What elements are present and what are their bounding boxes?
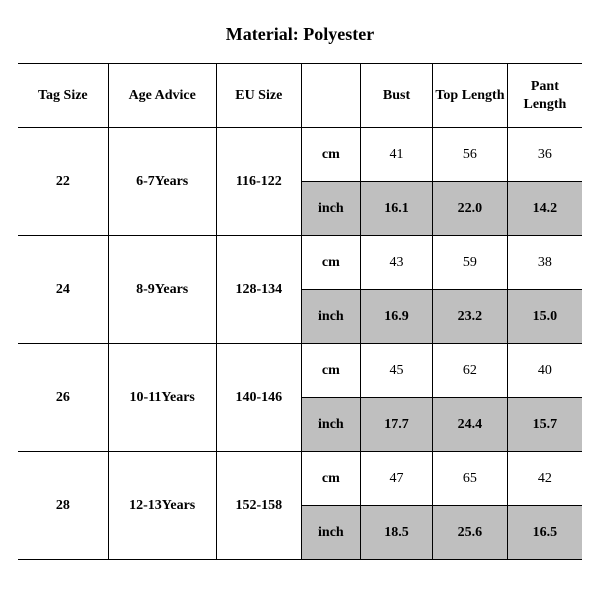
cell-pant-length: 15.0 xyxy=(507,290,582,344)
cell-tag-size: 22 xyxy=(18,128,108,236)
col-header-eu-size: EU Size xyxy=(216,64,301,128)
table-row: 24 8-9Years 128-134 cm 43 59 38 xyxy=(18,236,582,290)
cell-unit-inch: inch xyxy=(301,506,360,560)
cell-eu-size: 152-158 xyxy=(216,452,301,560)
col-header-pant-length: Pant Length xyxy=(507,64,582,128)
cell-unit-cm: cm xyxy=(301,128,360,182)
cell-top-length: 23.2 xyxy=(433,290,508,344)
table-row: 26 10-11Years 140-146 cm 45 62 40 xyxy=(18,344,582,398)
cell-eu-size: 140-146 xyxy=(216,344,301,452)
col-header-age-advice: Age Advice xyxy=(108,64,216,128)
size-table: Tag Size Age Advice EU Size Bust Top Len… xyxy=(18,63,582,560)
cell-unit-inch: inch xyxy=(301,290,360,344)
cell-pant-length: 38 xyxy=(507,236,582,290)
cell-unit-cm: cm xyxy=(301,236,360,290)
cell-eu-size: 116-122 xyxy=(216,128,301,236)
col-header-unit xyxy=(301,64,360,128)
cell-unit-cm: cm xyxy=(301,344,360,398)
cell-unit-cm: cm xyxy=(301,452,360,506)
cell-unit-inch: inch xyxy=(301,182,360,236)
cell-bust: 43 xyxy=(360,236,432,290)
table-row: 22 6-7Years 116-122 cm 41 56 36 xyxy=(18,128,582,182)
cell-top-length: 59 xyxy=(433,236,508,290)
col-header-bust: Bust xyxy=(360,64,432,128)
cell-pant-length: 42 xyxy=(507,452,582,506)
cell-tag-size: 28 xyxy=(18,452,108,560)
cell-top-length: 62 xyxy=(433,344,508,398)
cell-bust: 41 xyxy=(360,128,432,182)
cell-age-advice: 10-11Years xyxy=(108,344,216,452)
col-header-tag-size: Tag Size xyxy=(18,64,108,128)
cell-tag-size: 26 xyxy=(18,344,108,452)
cell-bust: 47 xyxy=(360,452,432,506)
page-title: Material: Polyester xyxy=(0,0,600,63)
cell-age-advice: 6-7Years xyxy=(108,128,216,236)
cell-bust: 17.7 xyxy=(360,398,432,452)
cell-age-advice: 8-9Years xyxy=(108,236,216,344)
cell-pant-length: 16.5 xyxy=(507,506,582,560)
cell-pant-length: 40 xyxy=(507,344,582,398)
cell-bust: 16.1 xyxy=(360,182,432,236)
cell-top-length: 25.6 xyxy=(433,506,508,560)
cell-top-length: 24.4 xyxy=(433,398,508,452)
cell-pant-length: 15.7 xyxy=(507,398,582,452)
cell-bust: 45 xyxy=(360,344,432,398)
table-row: 28 12-13Years 152-158 cm 47 65 42 xyxy=(18,452,582,506)
cell-bust: 18.5 xyxy=(360,506,432,560)
cell-pant-length: 36 xyxy=(507,128,582,182)
cell-age-advice: 12-13Years xyxy=(108,452,216,560)
size-table-container: Tag Size Age Advice EU Size Bust Top Len… xyxy=(0,63,600,560)
cell-bust: 16.9 xyxy=(360,290,432,344)
cell-eu-size: 128-134 xyxy=(216,236,301,344)
cell-tag-size: 24 xyxy=(18,236,108,344)
cell-unit-inch: inch xyxy=(301,398,360,452)
cell-top-length: 56 xyxy=(433,128,508,182)
cell-top-length: 22.0 xyxy=(433,182,508,236)
col-header-top-length: Top Length xyxy=(433,64,508,128)
table-header-row: Tag Size Age Advice EU Size Bust Top Len… xyxy=(18,64,582,128)
cell-pant-length: 14.2 xyxy=(507,182,582,236)
cell-top-length: 65 xyxy=(433,452,508,506)
